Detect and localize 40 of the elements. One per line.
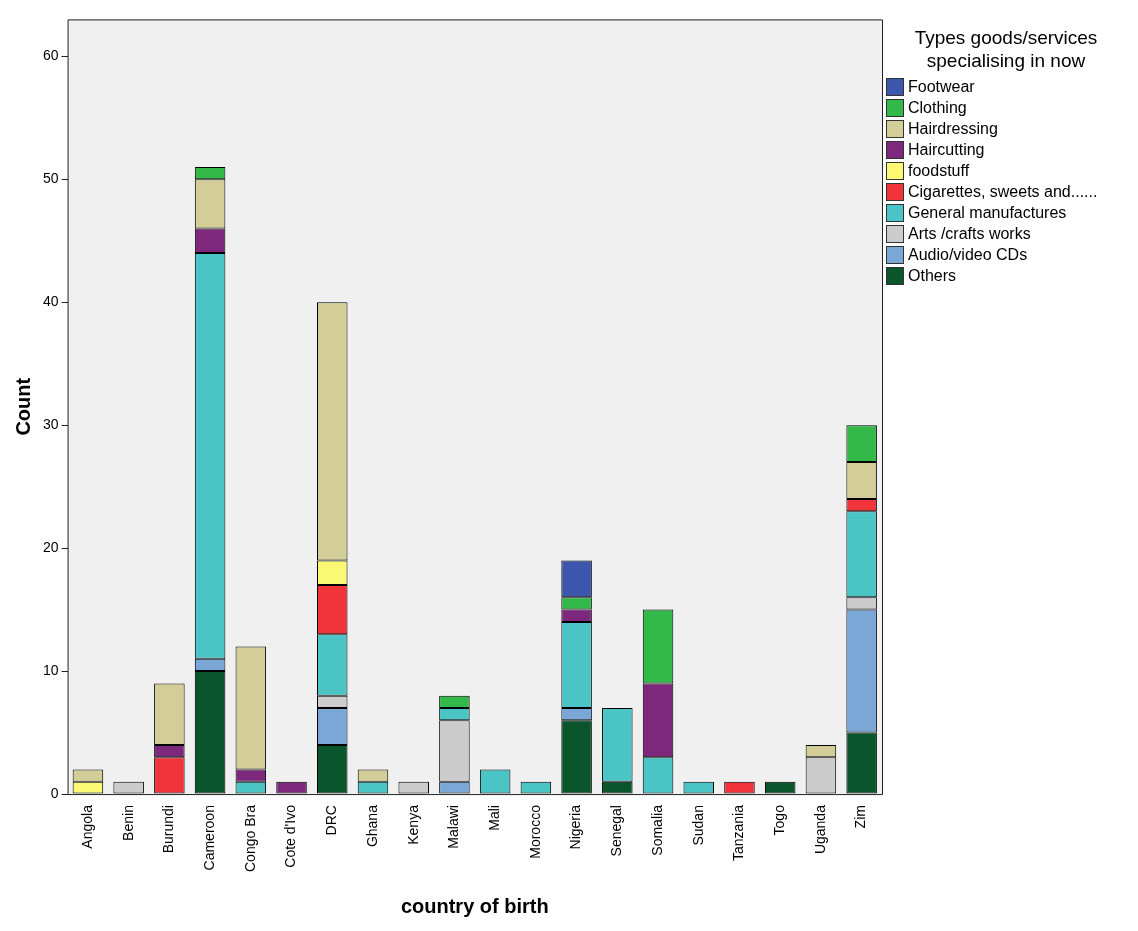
y-tick-label: 50 xyxy=(42,170,59,187)
legend-label: Cigarettes, sweets and...... xyxy=(908,183,1099,200)
y-tick-label: 0 xyxy=(50,784,59,801)
x-tick-label: Sudan xyxy=(689,805,706,846)
x-tick-label: Togo xyxy=(771,804,788,836)
x-tick-label: Tanzania xyxy=(730,804,747,862)
x-tick-label: DRC xyxy=(323,805,340,836)
x-tick-label: Angola xyxy=(78,804,95,849)
legend-label: Haircutting xyxy=(908,141,986,158)
y-tick-label: 10 xyxy=(42,661,59,678)
x-tick-label: Cote d'Ivo xyxy=(282,804,299,868)
legend-label: General manufactures xyxy=(908,204,1068,221)
x-tick-label: Congo Bra xyxy=(241,804,258,873)
x-tick-label: Senegal xyxy=(608,805,625,857)
x-tick-label: Nigeria xyxy=(567,804,584,850)
legend-label: Clothing xyxy=(908,99,968,116)
x-tick-label: Kenya xyxy=(404,804,421,845)
legend-label: Arts /crafts works xyxy=(908,225,1032,242)
x-tick-label: Malawi xyxy=(445,805,462,849)
legend-title: Types goods/services specialising in now xyxy=(913,26,1099,72)
legend-label: Others xyxy=(908,267,957,284)
legend-label: foodstuff xyxy=(908,162,971,179)
y-tick-label: 60 xyxy=(42,47,59,64)
x-tick-label: Zim xyxy=(852,805,869,829)
legend-label: Hairdressing xyxy=(908,120,999,137)
x-tick-label: Somalia xyxy=(648,804,665,856)
legend-label: Audio/video CDs xyxy=(908,246,1029,263)
x-tick-label: Uganda xyxy=(811,804,828,855)
x-tick-label: Mali xyxy=(486,805,503,831)
y-tick-label: 20 xyxy=(42,539,59,555)
x-tick-label: Ghana xyxy=(363,804,380,848)
x-tick-label: Cameroon xyxy=(200,805,217,871)
x-axis-title: country of birth xyxy=(400,894,549,917)
x-tick-label: Burundi xyxy=(160,805,177,854)
y-axis-title: Count xyxy=(11,377,34,436)
y-tick-label: 30 xyxy=(42,416,59,433)
x-tick-label: Morocco xyxy=(526,804,543,859)
y-tick-label: 40 xyxy=(42,293,59,310)
legend-label: Footwear xyxy=(908,78,976,95)
x-tick-label: Benin xyxy=(119,805,136,841)
